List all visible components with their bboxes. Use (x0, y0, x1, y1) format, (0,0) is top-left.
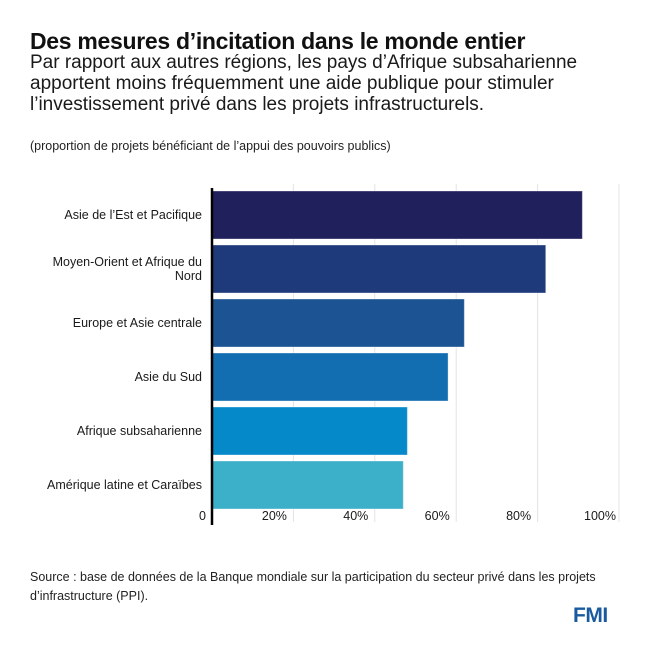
bars (211, 190, 583, 510)
x-tick-label: 20% (262, 509, 287, 523)
x-tick-label: 60% (425, 509, 450, 523)
category-label: Europe et Asie centrale (73, 316, 202, 330)
bar (211, 190, 583, 240)
bar (211, 298, 465, 348)
chart-subtitle: Par rapport aux autres régions, les pays… (30, 52, 578, 115)
category-label: Amérique latine et Caraïbes (47, 478, 202, 492)
x-tick-label: 100% (584, 509, 616, 523)
x-tick-label: 80% (506, 509, 531, 523)
bar-chart: Asie de l’Est et Pacifique Moyen-Orient e… (47, 184, 620, 525)
bar (211, 244, 547, 294)
category-label: Asie de l’Est et Pacifique (64, 208, 202, 222)
fmi-logo: FMI (573, 604, 608, 627)
category-label: Asie du Sud (135, 370, 202, 384)
tick-labels: 0 20% 40% 60% 80% 100% (199, 509, 616, 523)
bar (211, 460, 404, 510)
chart-title: Des mesures d’incitation dans le monde e… (30, 28, 526, 54)
category-labels: Asie de l’Est et Pacifique Moyen-Orient e… (47, 208, 202, 492)
chart-note: (proportion de projets bénéficiant de l’… (30, 139, 391, 153)
source-note: Source : base de données de la Banque mo… (30, 570, 596, 603)
x-tick-label: 0 (199, 509, 206, 523)
category-label: Afrique subsaharienne (77, 424, 202, 438)
bar (211, 406, 408, 456)
category-label: Moyen-Orient et Afrique du Nord (53, 255, 202, 283)
x-tick-label: 40% (343, 509, 368, 523)
bar (211, 352, 449, 402)
